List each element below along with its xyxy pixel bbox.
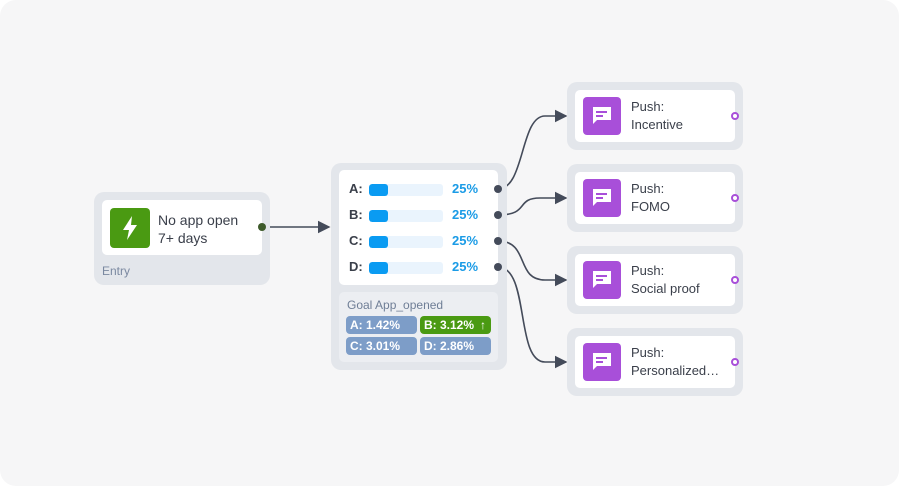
goal-result-chip: D: 2.86% [420,337,491,355]
push-title: Push: FOMO [631,180,670,216]
variant-bar [369,184,443,196]
arrow-up-icon: ↑ [480,318,486,332]
push-title-line2: Personalized… [631,363,720,378]
variant-label: A: [349,181,363,196]
push-title-line1: Push: [631,345,665,360]
goal-result-text: D: 2.86% [424,339,475,353]
push-output-port[interactable] [731,358,739,366]
entry-title-line2: 7+ days [158,230,208,246]
entry-label: Entry [102,264,131,278]
lightning-icon [110,208,150,248]
message-icon [583,97,621,135]
connector-b [497,191,568,216]
connector-c [497,240,568,287]
entry-output-port[interactable] [258,223,266,231]
variant-row: A: 25% [349,181,489,197]
variant-bar [369,210,443,222]
entry-title: No app open 7+ days [158,211,238,247]
variant-percent: 25% [452,233,479,248]
push-title-line2: Incentive [631,117,684,132]
goal-panel: Goal App_opened A: 1.42% B: 3.12% ↑ C: 3.01… [339,292,498,362]
connector-a [497,109,568,190]
goal-result-chip: B: 3.12% ↑ [420,316,491,334]
push-title-line2: Social proof [631,281,700,296]
variant-bar-fill [369,262,388,274]
variant-label: B: [349,207,363,222]
variant-bar-fill [369,184,388,196]
variant-output-port[interactable] [494,263,502,271]
variant-output-port[interactable] [494,237,502,245]
variant-bar [369,262,443,274]
push-card[interactable]: Push: Social proof [575,254,735,306]
push-card[interactable]: Push: Incentive [575,90,735,142]
variant-label: D: [349,259,363,274]
split-card[interactable]: A: 25% B: 25% C: 25% D: 25% [339,170,502,285]
push-node[interactable]: Push: FOMO [567,164,743,232]
goal-result-chip: A: 1.42% [346,316,417,334]
variant-percent: 25% [452,259,479,274]
message-icon [583,179,621,217]
goal-result-chip: C: 3.01% [346,337,417,355]
push-title-line1: Push: [631,99,665,114]
push-title: Push: Incentive [631,98,683,134]
push-node[interactable]: Push: Personalized… [567,328,743,396]
message-icon [583,261,621,299]
goal-result-text: B: 3.12% [424,318,475,332]
goal-label: Goal App_opened [347,298,444,312]
push-title-line2: FOMO [631,199,670,214]
push-output-port[interactable] [731,276,739,284]
variant-row: B: 25% [349,207,489,223]
push-title: Push: Social proof [631,262,700,298]
push-card[interactable]: Push: Personalized… [575,336,735,388]
push-title-line1: Push: [631,263,665,278]
message-icon [583,343,621,381]
variant-label: C: [349,233,363,248]
variant-output-port[interactable] [494,185,502,193]
variant-output-port[interactable] [494,211,502,219]
entry-card[interactable]: No app open 7+ days [102,200,262,255]
push-output-port[interactable] [731,194,739,202]
entry-node[interactable]: No app open 7+ days Entry [94,192,270,285]
variant-percent: 25% [452,207,479,222]
goal-result-text: A: 1.42% [350,318,401,332]
push-node[interactable]: Push: Incentive [567,82,743,150]
push-output-port[interactable] [731,112,739,120]
variant-percent: 25% [452,181,479,196]
push-title: Push: Personalized… [631,344,719,380]
entry-title-line1: No app open [158,212,239,228]
ab-split-node[interactable]: A: 25% B: 25% C: 25% D: 25% Goal App_ope… [331,163,507,370]
goal-result-text: C: 3.01% [350,339,401,353]
push-title-line1: Push: [631,181,665,196]
variant-row: C: 25% [349,233,489,249]
push-card[interactable]: Push: FOMO [575,172,735,224]
variant-bar-fill [369,236,388,248]
variant-bar-fill [369,210,388,222]
variant-row: D: 25% [349,259,489,275]
variant-bar [369,236,443,248]
connector-d [497,266,568,369]
push-node[interactable]: Push: Social proof [567,246,743,314]
